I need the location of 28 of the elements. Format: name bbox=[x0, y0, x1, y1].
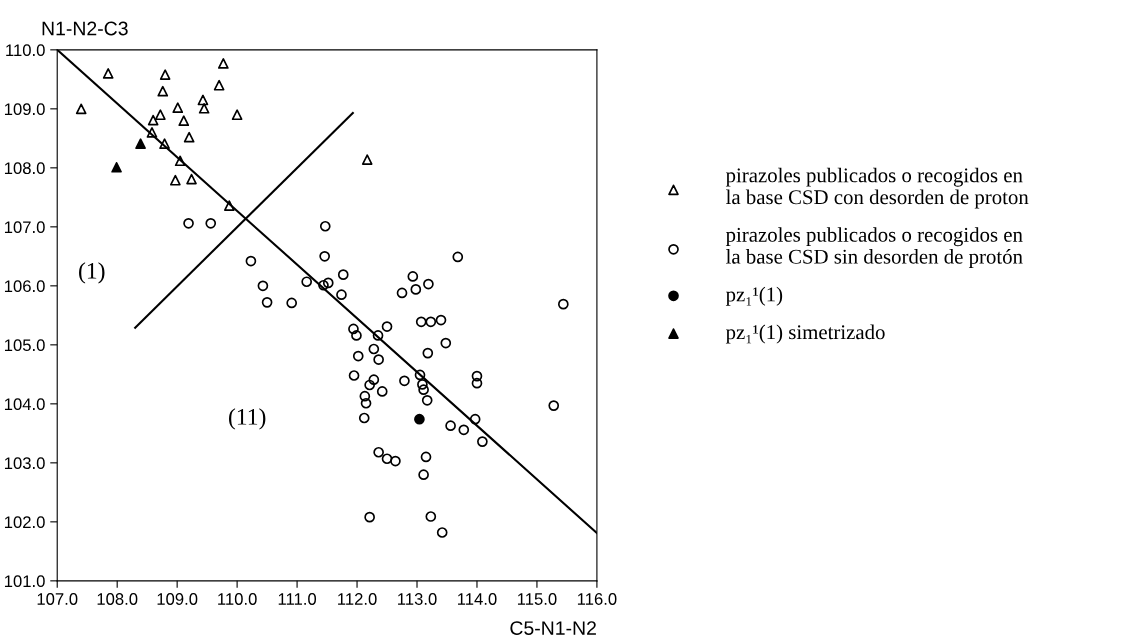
y-tick-label: 106.0 bbox=[4, 280, 45, 293]
y-tick-label: 110.0 bbox=[6, 44, 45, 57]
y-tick-label: 107.0 bbox=[4, 221, 45, 234]
annotation: (11) bbox=[229, 408, 266, 430]
x-tick-label: 111.0 bbox=[278, 593, 317, 605]
x-tick-label: 113.0 bbox=[398, 593, 437, 605]
x-tick-label: 109.0 bbox=[157, 593, 198, 605]
y-tick-label: 105.0 bbox=[4, 339, 45, 352]
y-tick-label: 108.0 bbox=[4, 162, 45, 175]
x-tick-label: 108.0 bbox=[97, 593, 138, 605]
y-tick-label: 101.0 bbox=[4, 575, 45, 588]
legend-label: pirazoles publicados o recogidos en la base CSD con desorden de proton bbox=[725, 167, 1029, 209]
y-tick-label: 103.0 bbox=[4, 457, 45, 470]
legend-label: pirazoles publicados o recogidos en la base CSD sin desorden de protón bbox=[725, 227, 1023, 268]
x-tick-label: 112.0 bbox=[338, 593, 377, 605]
x-tick-label: 110.0 bbox=[218, 593, 257, 605]
y-axis-title: N1-N2-C3 bbox=[42, 21, 128, 36]
x-tick-label: 115.0 bbox=[517, 593, 557, 605]
y-tick-label: 104.0 bbox=[4, 398, 45, 411]
x-tick-label: 107.0 bbox=[37, 593, 78, 605]
x-tick-label: 114.0 bbox=[458, 593, 497, 605]
legend-label: pz₁¹(1) simetrizado bbox=[725, 324, 885, 344]
y-tick-label: 109.0 bbox=[4, 103, 45, 116]
y-tick-label: 102.0 bbox=[4, 516, 45, 529]
legend-label: pz₁¹(1) bbox=[725, 286, 783, 306]
x-tick-label: 116.0 bbox=[577, 593, 617, 605]
x-axis-title: C5-N1-N2 bbox=[510, 621, 596, 635]
annotation: (1) bbox=[79, 262, 105, 284]
